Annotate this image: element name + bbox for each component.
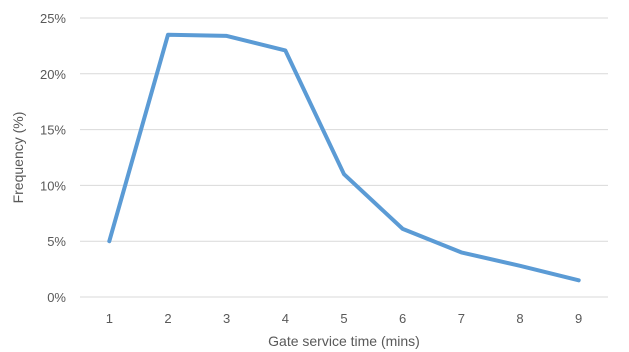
x-tick-label: 7	[458, 311, 465, 326]
x-tick-label: 3	[223, 311, 230, 326]
gridlines	[80, 17, 608, 298]
x-tick-label: 1	[106, 311, 113, 326]
x-tick-label: 9	[575, 311, 582, 326]
series-group	[107, 32, 581, 283]
x-axis-tick-labels: 1 2 3 4 5 6 7 8 9	[106, 311, 583, 326]
y-tick-label: 5%	[47, 234, 66, 249]
y-tick-label: 15%	[40, 123, 66, 138]
y-tick-label: 25%	[40, 11, 66, 26]
x-tick-label: 4	[282, 311, 289, 326]
y-axis-title: Frequency (%)	[10, 112, 26, 204]
x-tick-label: 2	[164, 311, 171, 326]
y-axis-tick-labels: 0% 5% 10% 15% 20% 25%	[40, 11, 66, 305]
x-axis-title: Gate service time (mins)	[268, 333, 420, 349]
x-tick-label: 5	[340, 311, 347, 326]
x-tick-label: 6	[399, 311, 406, 326]
y-tick-label: 0%	[47, 290, 66, 305]
y-tick-label: 10%	[40, 178, 66, 193]
series-line	[107, 32, 581, 283]
y-tick-label: 20%	[40, 67, 66, 82]
x-tick-label: 8	[516, 311, 523, 326]
